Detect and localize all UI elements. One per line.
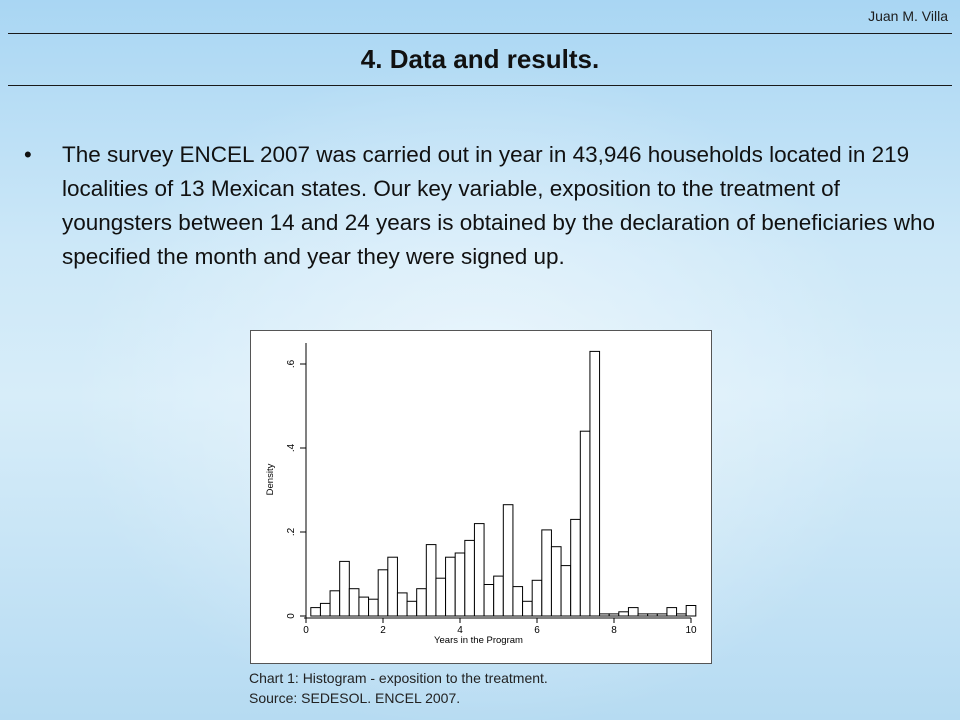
histogram-bar bbox=[666, 607, 678, 617]
histogram-bar bbox=[647, 613, 658, 617]
histogram-bar bbox=[560, 565, 572, 617]
histogram-bar bbox=[454, 552, 466, 617]
histogram-bar bbox=[310, 607, 321, 617]
histogram-bar bbox=[512, 586, 524, 617]
histogram-bar bbox=[522, 600, 533, 617]
histogram-bar bbox=[483, 584, 495, 617]
bullet-icon: • bbox=[24, 142, 32, 167]
y-tick-label: .2 bbox=[286, 527, 297, 536]
y-tick-label: 0 bbox=[286, 613, 297, 619]
x-tick-label: 2 bbox=[380, 625, 386, 636]
histogram-bar bbox=[348, 588, 360, 617]
histogram-bar bbox=[377, 569, 389, 617]
y-tick-label: .4 bbox=[286, 443, 297, 452]
histogram-bar bbox=[473, 523, 485, 617]
histogram-bar bbox=[637, 613, 649, 617]
histogram-bar bbox=[579, 430, 591, 617]
histogram-bar bbox=[599, 613, 610, 617]
histogram-svg: 0 2 4 6 8 10 0 .2 .4 .6 Years in the Program Densit… bbox=[265, 343, 697, 646]
caption-line-1: Chart 1: Histogram - exposition to the t… bbox=[249, 670, 548, 686]
x-tick-label: 4 bbox=[457, 625, 463, 636]
slide-title: 4. Data and results. bbox=[360, 44, 600, 74]
histogram-bar bbox=[685, 605, 697, 617]
histogram-bar bbox=[627, 607, 639, 617]
histogram-bar bbox=[368, 598, 379, 617]
x-axis-label: Years in the Program bbox=[434, 635, 523, 646]
histogram-bar bbox=[608, 613, 620, 617]
header-bottom-rule bbox=[8, 85, 952, 86]
histogram-bar bbox=[502, 504, 514, 617]
histogram-bar bbox=[656, 613, 668, 617]
histogram-bar bbox=[339, 560, 350, 617]
x-tick-label: 0 bbox=[303, 625, 309, 636]
histogram-bar bbox=[493, 575, 504, 617]
x-tick-label: 10 bbox=[685, 625, 697, 636]
y-tick-label: .6 bbox=[286, 359, 297, 368]
histogram-bar bbox=[531, 579, 543, 617]
histogram-bar bbox=[406, 600, 418, 617]
histogram-bar bbox=[570, 518, 581, 617]
header-top-rule bbox=[8, 33, 952, 34]
x-tick-label: 8 bbox=[611, 625, 617, 636]
histogram-bar bbox=[425, 544, 437, 617]
histogram-bar bbox=[435, 577, 447, 617]
bullet-item: • The survey ENCEL 2007 was carried out … bbox=[24, 138, 944, 274]
histogram-bar bbox=[416, 588, 427, 617]
histogram-bar bbox=[589, 350, 601, 617]
chart-caption: Chart 1: Histogram - exposition to the t… bbox=[249, 668, 548, 708]
histogram-bar bbox=[396, 592, 408, 617]
histogram-bar bbox=[358, 596, 370, 617]
x-tick-label: 6 bbox=[534, 625, 540, 636]
histogram-bar bbox=[445, 556, 456, 617]
histogram-chart: 0 2 4 6 8 10 0 .2 .4 .6 Years in the Program Densit… bbox=[250, 330, 712, 664]
histogram-bar bbox=[550, 546, 562, 617]
histogram-bar bbox=[618, 611, 629, 617]
histogram-bar bbox=[387, 556, 398, 617]
histogram-bar bbox=[319, 602, 331, 617]
bullet-text: The survey ENCEL 2007 was carried out in… bbox=[62, 142, 936, 269]
histogram-bar bbox=[676, 613, 687, 617]
y-axis-label: Density bbox=[265, 463, 276, 495]
caption-line-2: Source: SEDESOL. ENCEL 2007. bbox=[249, 690, 461, 706]
histogram-bar bbox=[541, 529, 552, 617]
histogram-bar bbox=[464, 539, 475, 617]
histogram-bar bbox=[329, 590, 341, 617]
author-name: Juan M. Villa bbox=[868, 8, 948, 24]
